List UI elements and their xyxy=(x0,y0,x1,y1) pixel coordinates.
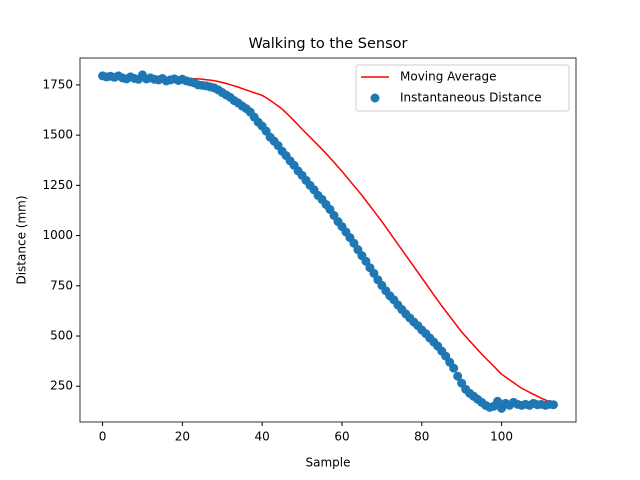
y-tick-label: 1250 xyxy=(42,178,73,192)
scatter-point xyxy=(369,268,379,278)
scatter-point xyxy=(449,363,459,373)
y-tick-label: 500 xyxy=(50,329,73,343)
y-axis-label: Distance (mm) xyxy=(15,195,29,284)
x-tick-label: 0 xyxy=(99,430,107,444)
scatter-point xyxy=(349,238,359,248)
x-tick-label: 100 xyxy=(490,430,513,444)
scatter-point xyxy=(548,400,558,410)
chart-title: Walking to the Sensor xyxy=(248,36,407,52)
scatter-point xyxy=(493,396,503,406)
y-tick-label: 1000 xyxy=(42,228,73,242)
x-axis-label: Sample xyxy=(306,456,351,470)
x-tick-label: 40 xyxy=(255,430,270,444)
x-tick-label: 60 xyxy=(334,430,349,444)
scatter-point xyxy=(361,256,371,266)
legend-marker xyxy=(370,93,380,103)
legend-label: Instantaneous Distance xyxy=(400,91,542,105)
scatter-point xyxy=(453,371,463,381)
x-tick-label: 80 xyxy=(414,430,429,444)
plot-frame xyxy=(79,57,577,423)
y-tick-label: 1500 xyxy=(42,128,73,142)
y-tick-label: 1750 xyxy=(42,77,73,91)
legend-box xyxy=(355,64,570,112)
x-tick-label: 20 xyxy=(175,430,190,444)
y-tick-label: 750 xyxy=(50,278,73,292)
y-tick-label: 250 xyxy=(50,379,73,393)
legend-label: Moving Average xyxy=(400,70,496,84)
